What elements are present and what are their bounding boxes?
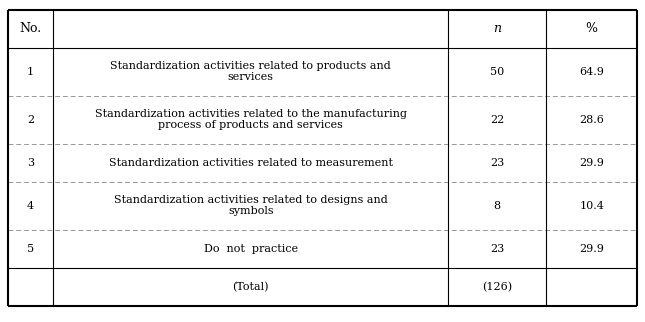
Text: 50: 50 xyxy=(490,67,504,77)
Text: (126): (126) xyxy=(482,281,512,292)
Text: Standardization activities related to measurement: Standardization activities related to me… xyxy=(109,158,393,168)
Text: Standardization activities related to designs and
symbols: Standardization activities related to de… xyxy=(114,195,388,216)
Text: (Total): (Total) xyxy=(232,281,269,292)
Text: 29.9: 29.9 xyxy=(579,158,604,168)
Text: 8: 8 xyxy=(493,201,501,211)
Text: 23: 23 xyxy=(490,244,504,254)
Text: Standardization activities related to products and
services: Standardization activities related to pr… xyxy=(110,61,391,82)
Text: No.: No. xyxy=(19,22,41,35)
Text: 28.6: 28.6 xyxy=(579,115,604,125)
Text: Standardization activities related to the manufacturing
process of products and : Standardization activities related to th… xyxy=(95,109,407,130)
Text: n: n xyxy=(493,22,501,35)
Text: 22: 22 xyxy=(490,115,504,125)
Text: Do  not  practice: Do not practice xyxy=(204,244,298,254)
Text: 4: 4 xyxy=(27,201,34,211)
Text: 64.9: 64.9 xyxy=(579,67,604,77)
Text: %: % xyxy=(586,22,598,35)
Text: 3: 3 xyxy=(27,158,34,168)
Text: 1: 1 xyxy=(27,67,34,77)
Text: 23: 23 xyxy=(490,158,504,168)
Text: 5: 5 xyxy=(27,244,34,254)
Text: 29.9: 29.9 xyxy=(579,244,604,254)
Text: 2: 2 xyxy=(27,115,34,125)
Text: 10.4: 10.4 xyxy=(579,201,604,211)
